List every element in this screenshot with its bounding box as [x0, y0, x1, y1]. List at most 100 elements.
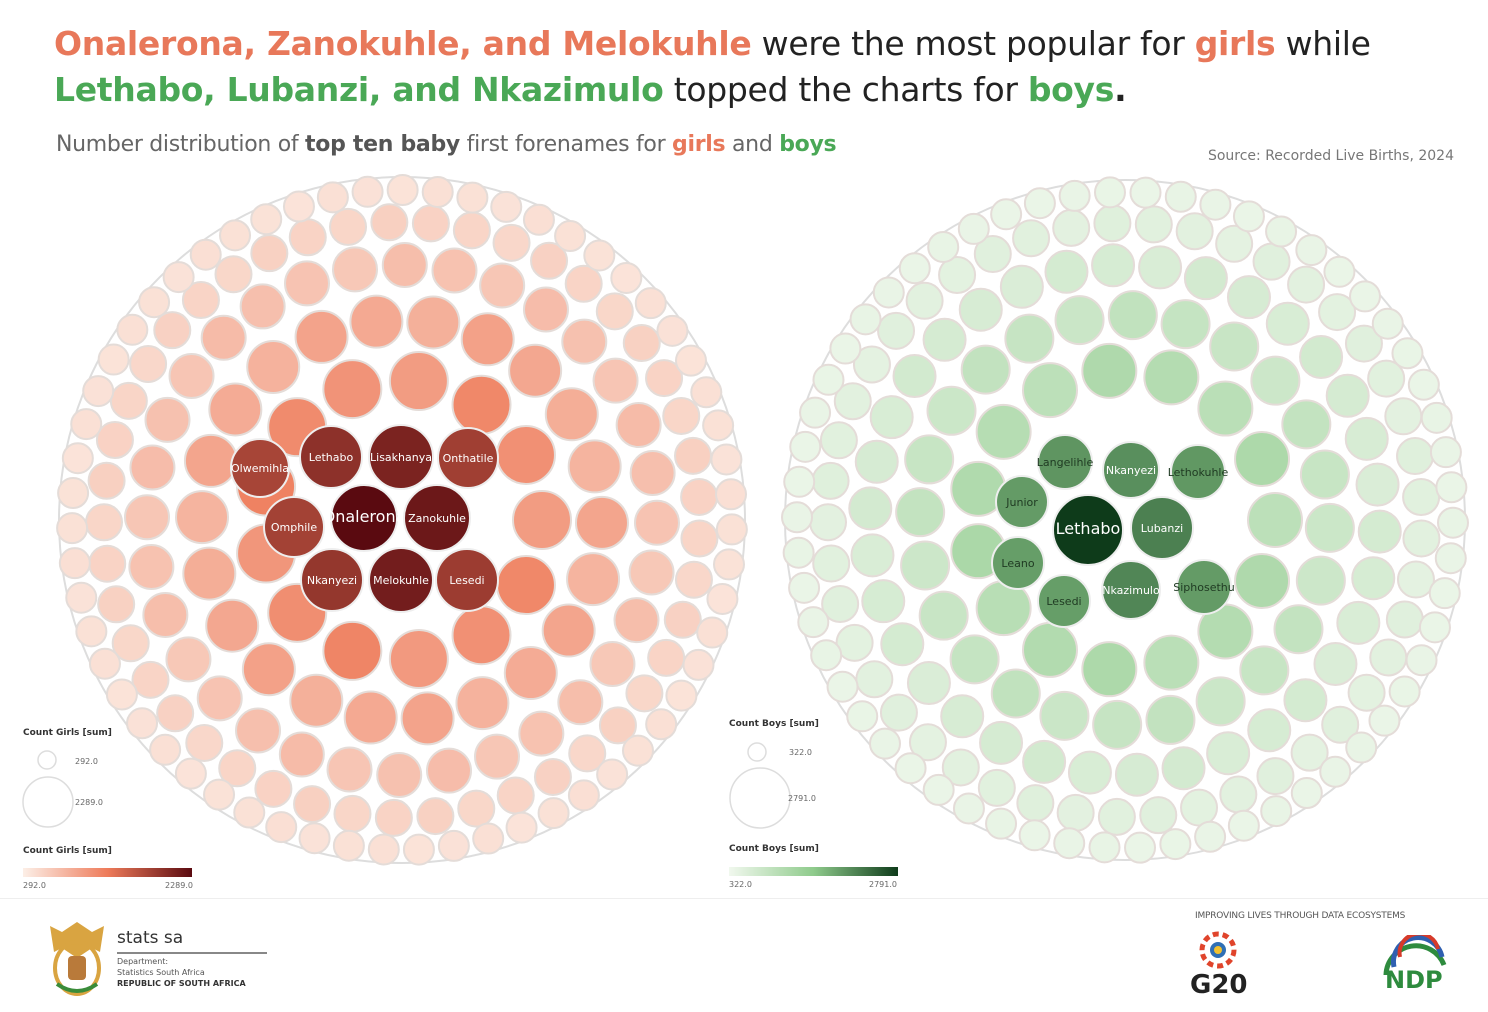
bubble	[561, 318, 608, 365]
bubble	[294, 309, 349, 364]
bubble	[908, 723, 947, 762]
bubble	[1093, 204, 1132, 243]
subtitle-text: and	[725, 132, 780, 157]
bubble	[533, 757, 572, 796]
bubble	[1287, 265, 1326, 304]
bubble	[1391, 337, 1424, 370]
bubble	[979, 720, 1024, 765]
subtitle-boys: boys	[779, 132, 837, 157]
bubble	[1313, 641, 1358, 686]
boys-color-legend-min: 322.0	[729, 880, 752, 889]
bubble	[332, 829, 365, 862]
bubble-label: Leano	[1001, 557, 1034, 570]
bubble	[1290, 777, 1323, 810]
bubble	[1323, 255, 1356, 288]
bubble	[1206, 731, 1251, 776]
bubble-label: Nkazimulo	[1102, 584, 1160, 597]
bubble	[1318, 293, 1357, 332]
bubble	[797, 606, 830, 639]
bubble	[833, 382, 872, 421]
bubble	[905, 281, 944, 320]
bubble	[1107, 290, 1158, 341]
boys-size-legend-max: 2791.0	[788, 794, 816, 803]
bubble-label: Lethabo	[309, 451, 354, 464]
bubble	[473, 733, 520, 780]
bubble	[872, 276, 905, 309]
bubble	[196, 675, 243, 722]
bubble	[388, 628, 449, 689]
bubble	[111, 624, 150, 663]
ndp-emblem	[1383, 935, 1447, 976]
bubble	[852, 345, 891, 384]
bubble	[975, 403, 1032, 460]
bubble	[554, 220, 587, 253]
bubble	[1435, 471, 1468, 504]
org-name: stats sa	[117, 928, 184, 948]
bubble	[846, 700, 879, 733]
bubble	[662, 396, 701, 435]
bubble	[1134, 205, 1173, 244]
bubble	[938, 256, 977, 295]
bubble	[57, 477, 90, 510]
bubble	[162, 261, 195, 294]
bubble-label: Lesedi	[1046, 595, 1081, 608]
bubble	[1164, 180, 1197, 213]
bubble	[400, 691, 455, 746]
bubble	[1209, 321, 1260, 372]
bubble	[904, 434, 955, 485]
bubble	[182, 546, 237, 601]
bubble	[877, 311, 916, 350]
bubble	[645, 708, 678, 741]
bubble	[1367, 359, 1406, 398]
bubble	[628, 549, 675, 596]
boys-color-legend-title: Count Boys [sum]	[729, 844, 819, 854]
bubble-label: Lubanzi	[1141, 522, 1183, 535]
headline-period: .	[1114, 70, 1127, 109]
bubble	[496, 776, 535, 815]
bubble	[1018, 819, 1051, 852]
bubble	[1428, 577, 1461, 610]
bubble	[922, 317, 967, 362]
bubble	[1067, 750, 1112, 795]
bubble	[1124, 831, 1157, 864]
bubble	[1396, 437, 1435, 476]
bubble	[1299, 334, 1344, 379]
bubble	[351, 175, 384, 208]
bubble	[895, 487, 946, 538]
bubble	[1265, 301, 1310, 346]
bubble	[622, 324, 661, 363]
bubble	[144, 396, 191, 443]
bubble	[879, 693, 918, 732]
bubble	[1347, 673, 1386, 712]
bubble	[85, 503, 124, 542]
bubble	[406, 295, 461, 350]
bubble	[472, 822, 505, 855]
bubble	[541, 603, 596, 658]
bubble	[861, 579, 906, 624]
bubble	[1138, 245, 1183, 290]
bubble	[595, 292, 634, 331]
bubble	[589, 640, 636, 687]
girls-color-legend-title: Count Girls [sum]	[23, 846, 112, 856]
boys-word: boys	[1027, 70, 1115, 109]
bubble	[376, 751, 423, 798]
bubble	[326, 746, 373, 793]
bubble	[625, 674, 664, 713]
bubble	[1388, 675, 1421, 708]
bubble-onalerona	[330, 484, 398, 552]
bubble	[811, 461, 850, 500]
bubble	[656, 314, 689, 347]
bubble	[1143, 349, 1200, 406]
bubble	[1053, 827, 1086, 860]
bubble	[183, 433, 238, 488]
bubble	[1058, 179, 1091, 212]
bubble	[567, 439, 622, 494]
bubble	[564, 264, 603, 303]
headline-line-2: Lethabo, Lubanzi, and Nkazimulo topped t…	[54, 70, 1127, 109]
bubble	[65, 581, 98, 614]
bubble	[508, 343, 563, 398]
bubble	[809, 503, 848, 542]
bubble	[714, 478, 747, 511]
bubble-nkazimulo	[1101, 560, 1161, 620]
bubble	[557, 679, 604, 726]
